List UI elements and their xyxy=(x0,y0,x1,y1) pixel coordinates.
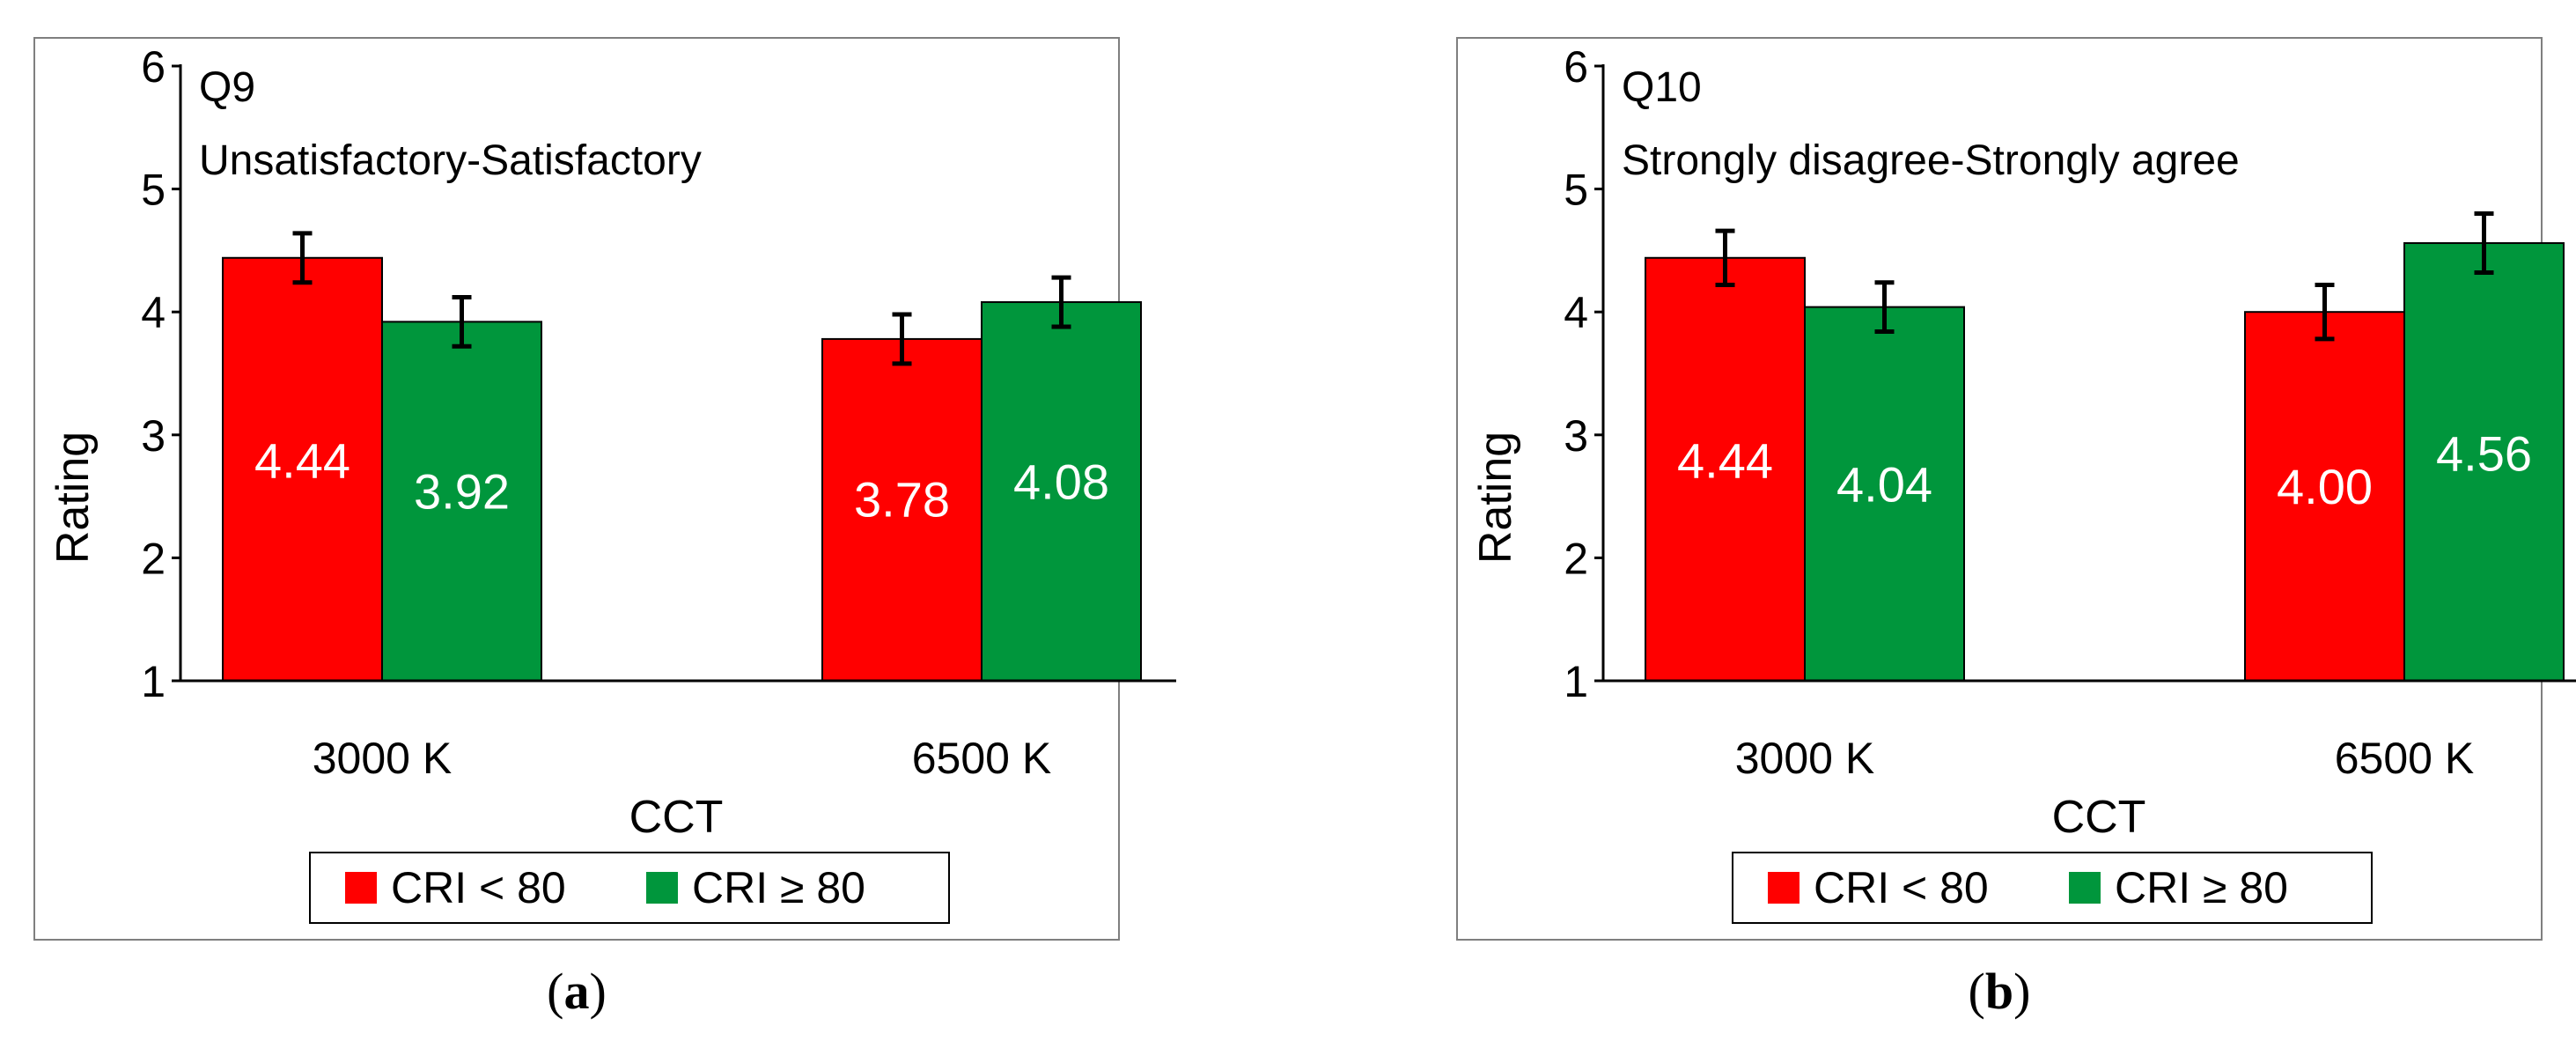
panel-b-legend-swatch-cri-high xyxy=(2069,872,2101,904)
panel-a-bar-cri-low-2 xyxy=(821,337,983,682)
panel-b-value-label-cri-low-1: 4.44 xyxy=(1677,432,1773,488)
panel-a-legend-label-cri-low: CRI < 80 xyxy=(391,863,566,912)
panel-a-caption-letter: a xyxy=(564,963,590,1020)
panel-a-error-bar-cri-low-1 xyxy=(292,231,313,285)
panel-a-bar-cri-low-1 xyxy=(222,256,383,682)
panel-b-y-tick-label-4: 4 xyxy=(1564,288,1588,337)
panel-b-y-tick-label-1: 1 xyxy=(1564,657,1588,706)
panel-a-error-bar-cri-low-2 xyxy=(892,312,912,366)
panel-b-error-bar-cri-low-2 xyxy=(2315,282,2335,342)
panel-a-error-bar-cri-high-2 xyxy=(1051,275,1071,329)
panel-a-y-tick-label-2: 2 xyxy=(141,534,166,583)
panel-a-title: Q9 xyxy=(199,64,255,111)
panel-b-bar-cri-high-2 xyxy=(2403,242,2565,682)
panel-b-y-tick-label-3: 3 xyxy=(1564,411,1588,461)
panel-a-legend: CRI < 80 CRI ≥ 80 xyxy=(309,852,950,924)
panel-b-legend-label-cri-low: CRI < 80 xyxy=(1814,863,1989,912)
panel-a-y-tick-label-4: 4 xyxy=(141,288,166,337)
panel-b-value-label-cri-low-2: 4.00 xyxy=(2277,459,2373,514)
panel-b-bar-cri-low-1 xyxy=(1645,256,1806,682)
panel-b-subtitle: Strongly disagree-Strongly agree xyxy=(1622,137,2240,184)
panel-a-legend-swatch-cri-high xyxy=(646,872,678,904)
panel-b-y-tick-label-5: 5 xyxy=(1564,166,1588,215)
panel-a-ylabel: Rating xyxy=(48,432,99,564)
panel-a-plot: 4.44 3.78 3.92 4.08 1 2 3 4 5 6 3000 K 6500 K xyxy=(141,42,1176,783)
panel-a-value-label-cri-high-1: 3.92 xyxy=(414,463,510,519)
panel-a-legend-label-cri-high: CRI ≥ 80 xyxy=(692,863,865,912)
panel-b-caption-letter: b xyxy=(1985,963,2013,1020)
panel-b-error-bar-cri-high-2 xyxy=(2474,211,2494,276)
panel-a-xlabel: CCT xyxy=(629,792,724,843)
panel-a-subtitle: Unsatisfactory-Satisfactory xyxy=(199,137,702,184)
panel-a-value-label-cri-low-2: 3.78 xyxy=(854,472,950,528)
panel-b-bar-cri-low-2 xyxy=(2244,311,2405,682)
panel-b-value-label-cri-high-1: 4.04 xyxy=(1836,456,1932,512)
panel-a-y-tick-label-5: 5 xyxy=(141,166,166,215)
panel-b-bar-cri-high-1 xyxy=(1804,306,1965,682)
panel-a-value-label-cri-low-1: 4.44 xyxy=(254,432,350,488)
panel-b-legend-label-cri-high: CRI ≥ 80 xyxy=(2115,863,2288,912)
panel-b-ylabel: Rating xyxy=(1470,432,1521,564)
panel-a-legend-swatch-cri-low xyxy=(345,872,377,904)
panel-a-category-label-2: 6500 K xyxy=(912,734,1051,783)
panel-b-category-label-1: 3000 K xyxy=(1735,734,1874,783)
panel-a-legend-box xyxy=(309,852,950,924)
panel-a-value-label-cri-high-2: 4.08 xyxy=(1013,454,1109,510)
panel-b-legend: CRI < 80 CRI ≥ 80 xyxy=(1732,852,2373,924)
panel-b-title: Q10 xyxy=(1622,64,1702,111)
panel-a-y-tick-label-1: 1 xyxy=(141,657,166,706)
panel-b-category-label-2: 6500 K xyxy=(2335,734,2474,783)
panel-b-caption: (b) xyxy=(1969,963,2031,1020)
panel-b-error-bar-cri-low-1 xyxy=(1715,228,1735,287)
panel-b-legend-box xyxy=(1732,852,2373,924)
panel-b: 4.44 4.00 4.04 4.56 1 2 3 4 5 6 3000 K 6500 K Q10 S… xyxy=(1456,37,2576,1020)
panel-b-error-bar-cri-high-1 xyxy=(1874,280,1895,335)
panel-a-bar-cri-high-2 xyxy=(981,301,1142,682)
panel-b-y-tick-label-2: 2 xyxy=(1564,534,1588,583)
panel-a-y-tick-label-6: 6 xyxy=(141,42,166,92)
panel-a: 4.44 3.78 3.92 4.08 1 2 3 4 5 6 3000 K 6500 K Q9 Un… xyxy=(33,37,1176,1020)
panel-a-caption: (a) xyxy=(547,963,607,1020)
panel-a-y-tick-label-3: 3 xyxy=(141,411,166,461)
panel-b-legend-swatch-cri-low xyxy=(1768,872,1800,904)
panel-b-plot: 4.44 4.00 4.04 4.56 1 2 3 4 5 6 3000 K 6500 K xyxy=(1564,42,2576,783)
panel-a-error-bar-cri-high-1 xyxy=(452,294,472,349)
panel-b-value-label-cri-high-2: 4.56 xyxy=(2436,425,2532,481)
panel-a-category-label-1: 3000 K xyxy=(313,734,452,783)
panel-b-xlabel: CCT xyxy=(2052,792,2146,843)
panel-b-y-tick-label-6: 6 xyxy=(1564,42,1588,92)
